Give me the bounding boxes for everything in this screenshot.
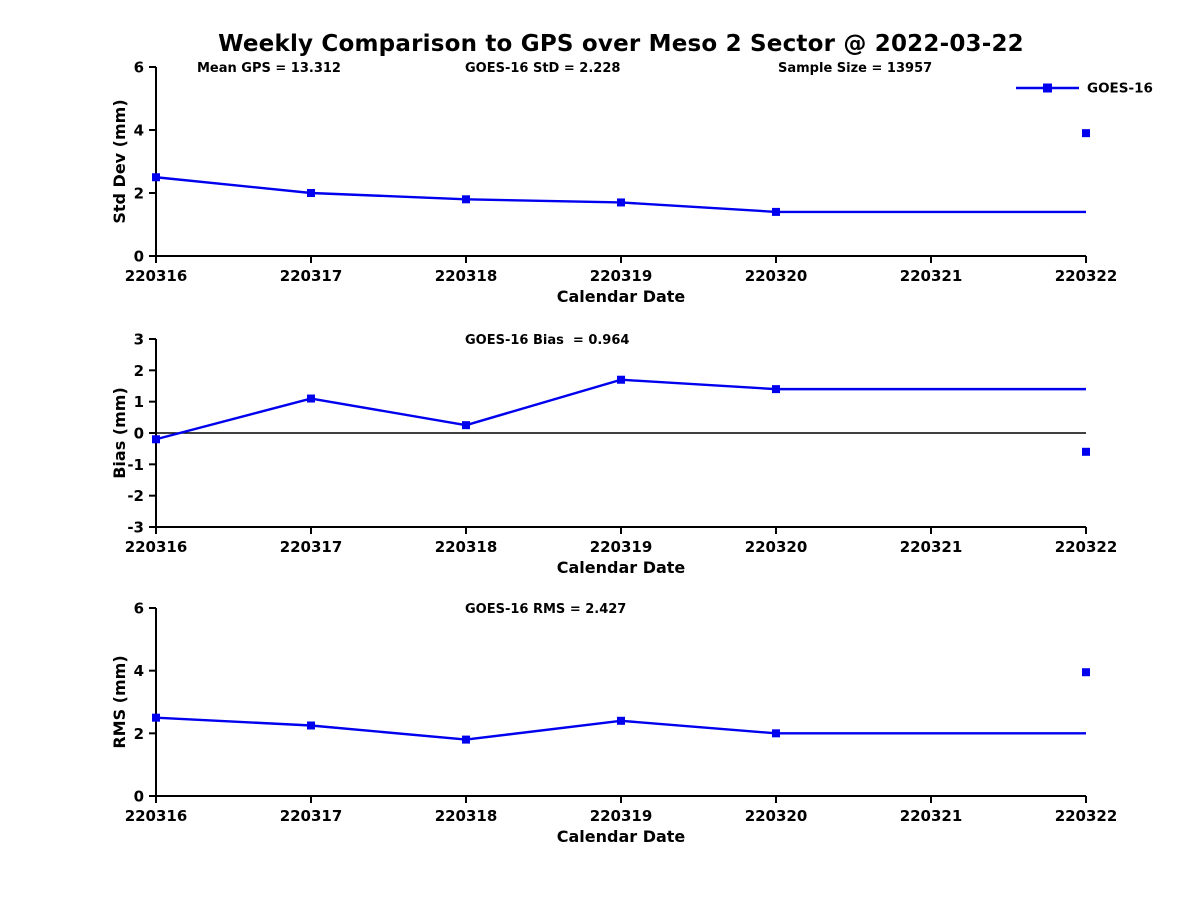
annotation-text: Sample Size = 13957 xyxy=(778,61,932,76)
x-tick-label: 220322 xyxy=(1055,538,1118,556)
x-axis-title: Calendar Date xyxy=(557,827,686,846)
data-point-marker xyxy=(307,394,315,403)
x-tick-label: 220317 xyxy=(280,267,343,285)
x-tick-label: 220316 xyxy=(125,807,188,825)
annotation-text: Mean GPS = 13.312 xyxy=(197,61,341,76)
x-tick-label: 220322 xyxy=(1055,267,1118,285)
y-tick-label: -1 xyxy=(127,456,144,474)
annotation-text: GOES-16 Bias = 0.964 xyxy=(465,333,629,348)
data-point-marker xyxy=(152,713,160,722)
data-point-marker xyxy=(152,435,160,444)
y-axis-title: Std Dev (mm) xyxy=(110,99,129,223)
y-tick-label: 4 xyxy=(134,662,144,680)
outlier-marker xyxy=(1082,129,1090,138)
x-tick-label: 220321 xyxy=(900,807,963,825)
data-point-marker xyxy=(152,173,160,182)
data-point-marker xyxy=(617,375,625,384)
data-point-marker xyxy=(617,716,625,725)
x-tick-label: 220319 xyxy=(590,267,653,285)
x-tick-label: 220320 xyxy=(745,267,808,285)
x-tick-label: 220319 xyxy=(590,538,653,556)
x-tick-label: 220318 xyxy=(435,807,498,825)
data-point-marker xyxy=(462,195,470,204)
y-tick-label: 1 xyxy=(134,393,144,411)
x-axis-title: Calendar Date xyxy=(557,558,686,577)
legend-marker xyxy=(1043,83,1052,93)
data-line-goes-16 xyxy=(155,176,1086,214)
subplot-bias: -3 -2 -1 0 1 2 3 220316 220317 220318 220319 220320… xyxy=(110,331,1117,578)
y-tick-label: -2 xyxy=(127,487,144,505)
data-point-marker xyxy=(617,198,625,207)
y-tick-label: 0 xyxy=(134,248,144,266)
data-line-goes-16 xyxy=(155,378,1086,441)
x-tick-label: 220317 xyxy=(280,807,343,825)
data-point-marker xyxy=(462,421,470,430)
data-point-marker xyxy=(307,721,315,730)
y-tick-label: 0 xyxy=(134,425,144,443)
data-point-marker xyxy=(772,729,780,738)
data-point-marker xyxy=(772,385,780,394)
y-tick-label: 2 xyxy=(134,362,144,380)
subplot-std-dev: 0 2 4 6 220316 220317 220318 220319 220320 220321… xyxy=(110,59,1153,307)
y-axis-title: Bias (mm) xyxy=(110,387,129,479)
y-tick-label: 3 xyxy=(134,331,144,349)
y-tick-label: 2 xyxy=(134,185,144,203)
data-point-marker xyxy=(462,735,470,744)
y-tick-label: 0 xyxy=(134,788,144,806)
legend-label: GOES-16 xyxy=(1087,81,1153,97)
x-tick-label: 220321 xyxy=(900,538,963,556)
y-axis-title: RMS (mm) xyxy=(110,655,129,748)
outlier-marker xyxy=(1082,668,1090,677)
y-tick-label: 4 xyxy=(134,122,144,140)
x-tick-label: 220316 xyxy=(125,267,188,285)
annotation-text: GOES-16 StD = 2.228 xyxy=(465,61,620,76)
x-tick-label: 220321 xyxy=(900,267,963,285)
annotation-text: GOES-16 RMS = 2.427 xyxy=(465,602,626,617)
subplot-rms: 0 2 4 6 220316 220317 220318 220319 220320 220321… xyxy=(110,600,1117,847)
x-tick-label: 220320 xyxy=(745,538,808,556)
data-line-goes-16 xyxy=(155,716,1086,741)
outlier-marker xyxy=(1082,447,1090,456)
x-tick-label: 220318 xyxy=(435,267,498,285)
x-tick-label: 220317 xyxy=(280,538,343,556)
y-tick-label: -3 xyxy=(127,519,144,537)
data-point-marker xyxy=(772,207,780,216)
x-tick-label: 220319 xyxy=(590,807,653,825)
y-tick-label: 2 xyxy=(134,725,144,743)
data-point-marker xyxy=(307,189,315,197)
legend: GOES-16 xyxy=(1016,81,1153,97)
x-tick-label: 220316 xyxy=(125,538,188,556)
figure-title: Weekly Comparison to GPS over Meso 2 Sec… xyxy=(218,31,1024,57)
x-tick-label: 220320 xyxy=(745,807,808,825)
y-tick-label: 6 xyxy=(134,59,144,77)
x-axis-title: Calendar Date xyxy=(557,287,686,306)
x-tick-label: 220322 xyxy=(1055,807,1118,825)
y-tick-label: 6 xyxy=(134,600,144,618)
x-tick-label: 220318 xyxy=(435,538,498,556)
